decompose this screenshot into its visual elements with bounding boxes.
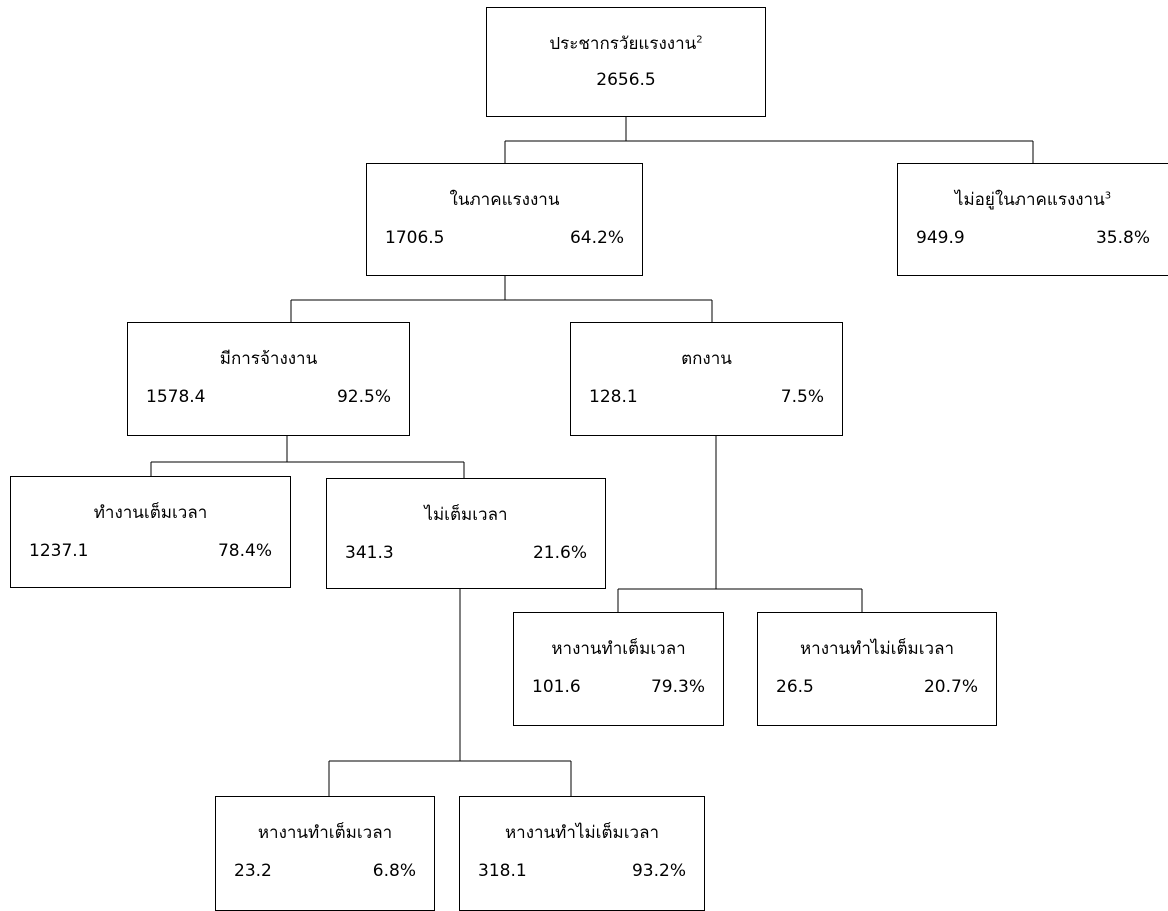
node-unemployed: ตกงาน 128.1 7.5%	[570, 322, 843, 436]
node-percent: 20.7%	[923, 677, 978, 697]
footnote-marker: 3	[1104, 190, 1112, 202]
node-not-in-labor-force: ไม่อยู่ในภาคแรงงาน3 949.9 35.8%	[897, 163, 1168, 276]
node-part-time-seeking-full-time: หางานทำเต็มเวลา 23.2 6.8%	[215, 796, 435, 911]
node-percent: 92.5%	[336, 387, 391, 407]
node-value: 1237.1	[29, 541, 89, 561]
node-percent: 79.3%	[650, 677, 705, 697]
node-label: หางานทำเต็มเวลา	[257, 823, 393, 843]
node-label: ตกงาน	[681, 349, 732, 369]
node-percent: 93.2%	[631, 861, 686, 881]
node-value: 23.2	[234, 861, 272, 881]
node-population: ประชากรวัยแรงงาน2 2656.5	[486, 7, 766, 117]
node-part-time-seeking-part-time: หางานทำไม่เต็มเวลา 318.1 93.2%	[459, 796, 705, 911]
node-label: ในภาคแรงงาน	[449, 190, 560, 210]
node-value: 101.6	[532, 677, 581, 697]
node-value: 128.1	[589, 387, 638, 407]
node-label: ประชากรวัยแรงงาน	[549, 34, 697, 54]
node-employed: มีการจ้างงาน 1578.4 92.5%	[127, 322, 410, 436]
node-percent: 64.2%	[569, 228, 624, 248]
node-value: 26.5	[776, 677, 814, 697]
node-value: 1578.4	[146, 387, 206, 407]
node-label: ไม่อยู่ในภาคแรงงาน	[954, 190, 1105, 210]
node-label: ไม่เต็มเวลา	[424, 505, 508, 525]
node-label: มีการจ้างงาน	[219, 349, 318, 369]
node-percent: 35.8%	[1095, 228, 1150, 248]
node-unemployed-seeking-part-time: หางานทำไม่เต็มเวลา 26.5 20.7%	[757, 612, 997, 726]
node-percent: 7.5%	[780, 387, 824, 407]
node-percent: 6.8%	[372, 861, 416, 881]
node-full-time: ทำงานเต็มเวลา 1237.1 78.4%	[10, 476, 291, 588]
node-label: หางานทำเต็มเวลา	[551, 639, 686, 659]
node-value: 1706.5	[385, 228, 445, 248]
node-label: หางานทำไม่เต็มเวลา	[799, 639, 955, 659]
footnote-marker: 2	[696, 34, 703, 46]
node-value: 341.3	[345, 543, 394, 563]
node-label: ทำงานเต็มเวลา	[93, 503, 208, 523]
node-label: หางานทำไม่เต็มเวลา	[504, 823, 660, 843]
node-value: 949.9	[916, 228, 965, 248]
node-value: 318.1	[478, 861, 527, 881]
node-part-time: ไม่เต็มเวลา 341.3 21.6%	[326, 478, 606, 589]
node-percent: 21.6%	[532, 543, 587, 563]
node-value: 2656.5	[596, 70, 656, 90]
node-in-labor-force: ในภาคแรงงาน 1706.5 64.2%	[366, 163, 643, 276]
node-percent: 78.4%	[217, 541, 272, 561]
node-unemployed-seeking-full-time: หางานทำเต็มเวลา 101.6 79.3%	[513, 612, 724, 726]
